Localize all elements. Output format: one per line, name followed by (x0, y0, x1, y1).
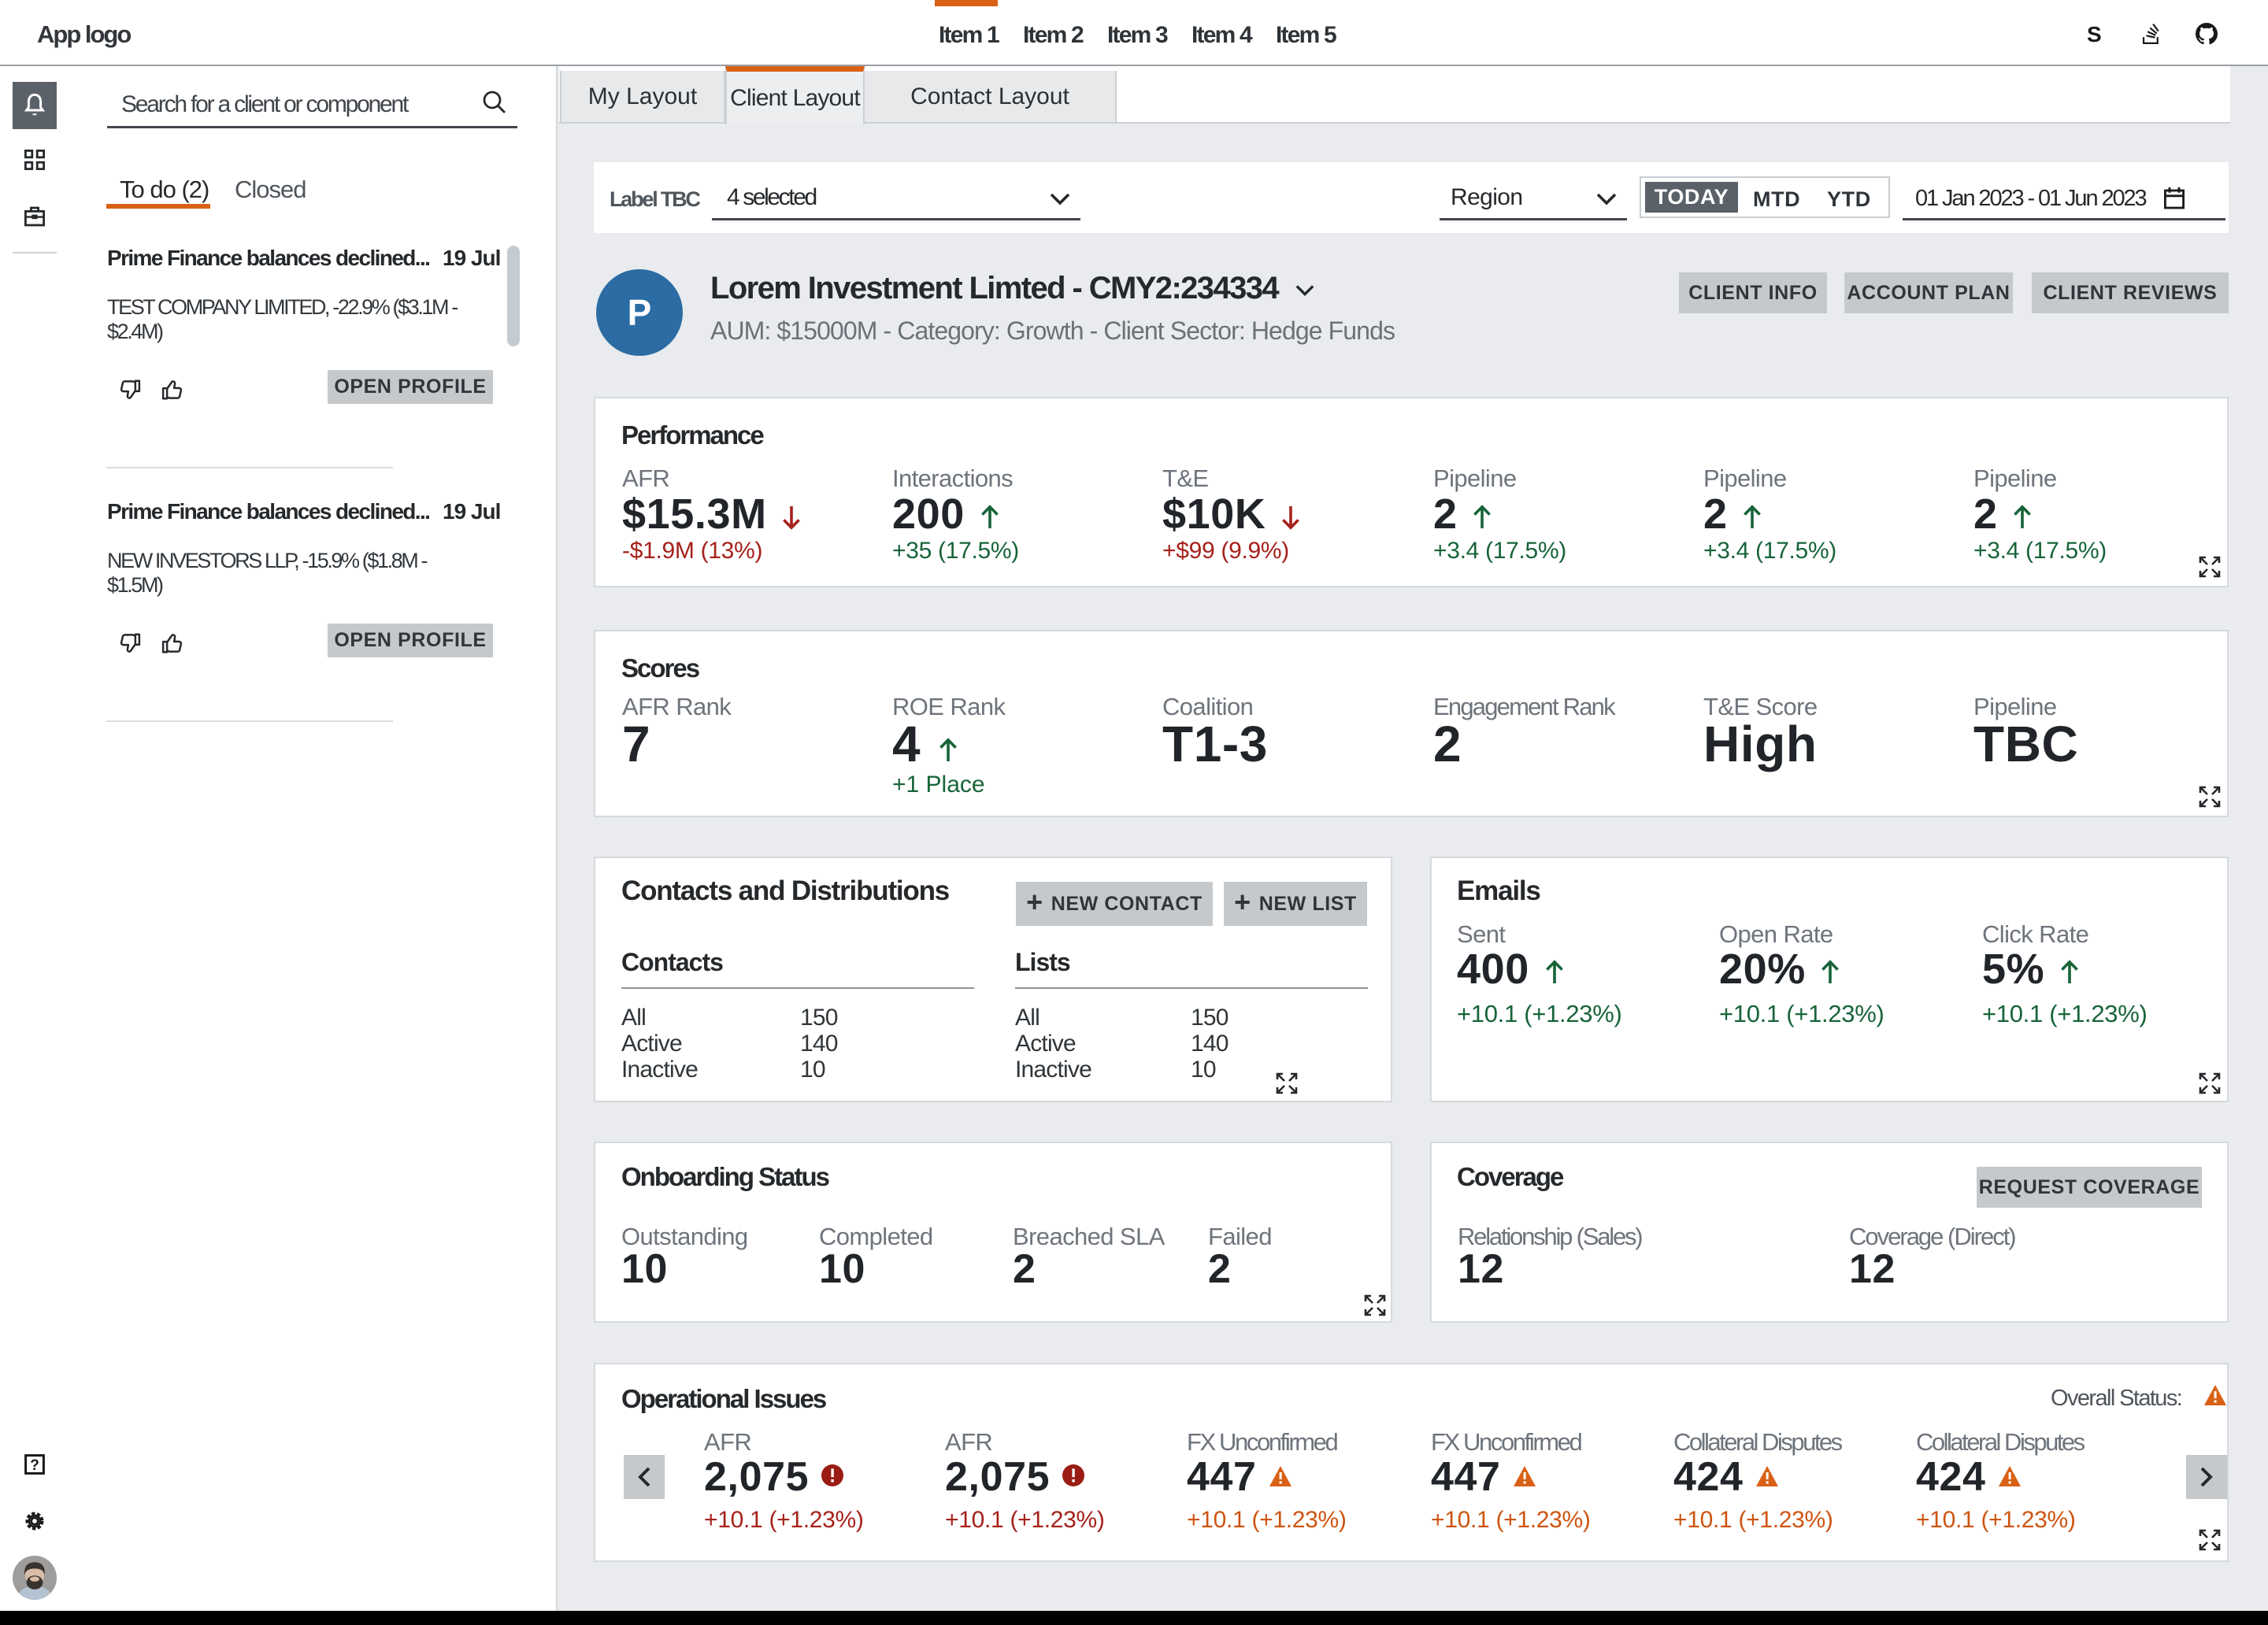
svg-text:?: ? (30, 1457, 39, 1474)
